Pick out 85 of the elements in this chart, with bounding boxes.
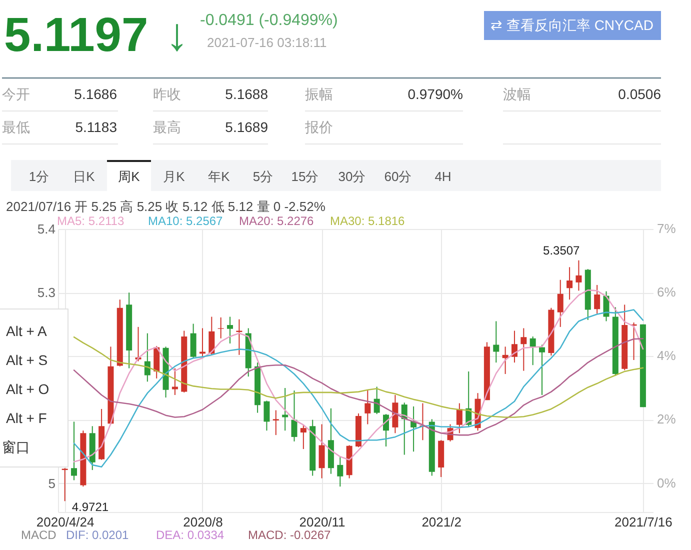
annotation: 5.3507: [543, 243, 580, 258]
y2-tick-label: 0%: [657, 475, 676, 490]
candlestick: [374, 386, 380, 415]
x-tick-label: 2020/8: [183, 514, 223, 530]
text: 月K: [163, 169, 186, 184]
y2-tick-label: 6%: [657, 284, 676, 300]
text: DEA: 0.0334: [156, 528, 224, 542]
candlestick: [383, 414, 390, 447]
annotation: 4.9721: [72, 500, 109, 514]
candlestick: [456, 402, 462, 434]
text: 1分: [28, 169, 50, 184]
text: 5分: [252, 169, 274, 184]
text: MACD: [21, 528, 57, 542]
text: Alt + S: [6, 352, 48, 368]
x-tick-label: 2020/11: [299, 514, 346, 530]
candlestick: [511, 330, 518, 364]
text: 5.1686: [74, 86, 118, 102]
candlestick: [337, 456, 344, 488]
text: MA10: 5.2567: [148, 214, 224, 228]
candlestick: [199, 328, 206, 358]
text: 日K: [73, 169, 96, 184]
text: 5.1183: [75, 119, 118, 135]
text: 振幅: [305, 86, 333, 102]
text: 窗口: [2, 439, 30, 455]
text: 周K: [118, 169, 140, 184]
x-tick-label: 2021/2: [422, 514, 462, 530]
candlestick: [300, 424, 306, 450]
candlestick: [190, 323, 196, 358]
candlestick: [218, 316, 224, 339]
candlestick: [282, 387, 288, 432]
candlestick: [530, 336, 536, 366]
text: 报价: [304, 119, 333, 135]
text: 年K: [208, 169, 230, 184]
y-tick-label: 5.3: [37, 285, 56, 300]
y2-tick-label: 2%: [657, 412, 676, 427]
candlestick: [71, 421, 78, 481]
candlestick: [557, 279, 564, 328]
candlestick: [493, 320, 500, 364]
text: 今开: [2, 86, 30, 102]
candlestick: [318, 424, 325, 479]
candlestick: [566, 266, 573, 300]
text: 4H: [434, 169, 452, 184]
candlestick: [539, 344, 546, 396]
candlestick: [520, 328, 527, 372]
chart-subtitle: 2021/07/16 开 5.25 高 5.25 收 5.12 低 5.12 量 0 -2.52%: [6, 199, 326, 214]
text: 5.1689: [225, 119, 268, 135]
text: 2021-07-16 03:18:11: [207, 35, 327, 50]
text: 波幅: [503, 86, 531, 102]
y-tick-label: 5.4: [37, 222, 56, 236]
candlestick: [227, 316, 234, 344]
text: MA30: 5.1816: [330, 214, 406, 228]
text: Alt + O: [6, 381, 50, 397]
text: 昨收: [153, 86, 181, 102]
y2-tick-label: 4%: [657, 348, 676, 364]
x-tick-label: 2020/4/24: [36, 514, 94, 530]
x-tick-label: 2021/7/16: [614, 514, 672, 530]
y2-tick-label: 7%: [657, 221, 676, 236]
candlestick: [172, 368, 178, 396]
text: Alt + A: [6, 323, 48, 339]
text: Alt + F: [6, 410, 47, 426]
text: MACD: -0.0267: [248, 528, 332, 542]
chart-title: 5.1197: [4, 9, 148, 62]
text: DIF: 0.0201: [66, 528, 130, 542]
candlestick: [144, 332, 150, 382]
text: 60分: [384, 169, 412, 184]
text: 最低: [2, 119, 30, 135]
text: 15分: [291, 169, 319, 184]
text: 最高: [153, 119, 181, 135]
y-tick-label: 5: [48, 476, 56, 491]
candlestick: [594, 284, 600, 314]
candlestick: [208, 316, 215, 356]
text: 0.0506: [618, 86, 662, 102]
text: ↓: [166, 8, 188, 60]
text: 5.1688: [225, 86, 268, 102]
candlestick: [364, 389, 371, 425]
candlestick: [291, 390, 298, 442]
text: 0.9790%: [408, 86, 463, 102]
text: 30分: [338, 169, 366, 184]
candlestick: [264, 400, 270, 432]
candlestick: [576, 260, 582, 292]
text: MA5: 5.2113: [57, 214, 124, 228]
candlestick: [272, 410, 279, 436]
text: -0.0491 (-0.9499%): [200, 12, 338, 29]
text: ⇄ 查看反向汇率 CNYCAD: [490, 17, 654, 33]
text: MA20: 5.2276: [239, 214, 314, 228]
